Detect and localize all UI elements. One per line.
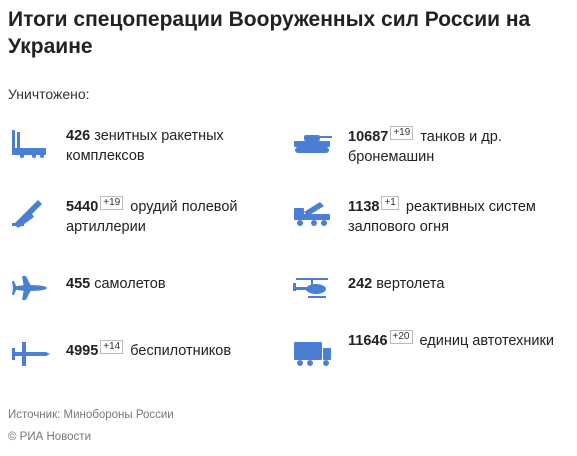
subtitle: Уничтожено:	[8, 86, 90, 102]
drone-icon	[8, 338, 52, 370]
rocket-launcher-icon	[290, 196, 334, 228]
list-item-airplane: 455 самолетов	[8, 272, 278, 304]
label: самолетов	[94, 276, 166, 292]
delta-badge: +19	[100, 196, 124, 210]
helicopter-icon	[290, 272, 334, 304]
value: 4995	[66, 343, 99, 359]
list-item-air-defense: 426 зенитных ракетных комплексов	[8, 126, 278, 166]
source-note: Источник: Минобороны России	[8, 409, 174, 421]
delta-badge: +20	[389, 330, 413, 344]
tank-icon	[290, 126, 334, 158]
label: реактивных систем залпового огня	[348, 199, 536, 235]
page-title: Итоги спецоперации Вооруженных сил Росси…	[8, 8, 531, 58]
list-item-drone: 4995 +14 беспилотников	[8, 338, 278, 370]
air-defense-icon	[8, 126, 52, 158]
list-item-artillery: 5440 +19 орудий полевой артиллерии	[8, 196, 278, 237]
list-item-helicopter: 242 вертолета	[290, 272, 560, 304]
delta-badge: +19	[390, 126, 414, 140]
list-item-mlrs: 1138 +1 реактивных систем залпового огня	[290, 196, 560, 237]
label: зенитных ракетных комплексов	[66, 128, 224, 164]
label: танков и др. бронемашин	[348, 129, 502, 165]
value: 5440	[66, 199, 99, 215]
value: 426	[66, 128, 91, 144]
truck-icon	[290, 336, 334, 368]
artillery-icon	[8, 196, 52, 228]
value: 242	[348, 276, 373, 292]
airplane-icon	[8, 272, 52, 304]
label: единиц автотехники	[419, 333, 554, 349]
delta-badge: +14	[100, 340, 124, 354]
copyright: © РИА Новости	[8, 431, 91, 443]
value: 1138	[348, 199, 380, 215]
value: 455	[66, 276, 91, 292]
label: орудий полевой артиллерии	[66, 199, 238, 235]
label: вертолета	[376, 276, 445, 292]
value: 10687	[348, 129, 389, 145]
list-item-tanks: 10687 +19 танков и др. бронемашин	[290, 126, 560, 167]
label: беспилотников	[130, 343, 232, 359]
value: 11646	[348, 333, 388, 349]
list-item-vehicles: 11646 +20 единиц автотехники	[290, 330, 560, 368]
delta-badge: +1	[381, 196, 399, 210]
